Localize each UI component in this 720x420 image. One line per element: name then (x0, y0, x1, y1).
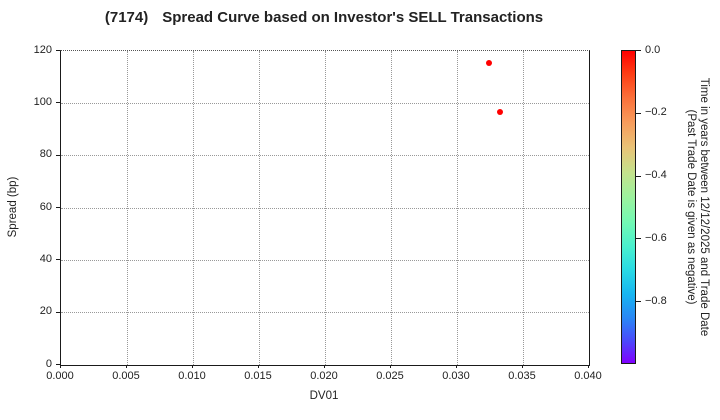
y-tick-mark (56, 207, 60, 208)
chart-title-text: Spread Curve based on Investor's SELL Tr… (162, 9, 544, 26)
x-tick-label: 0.035 (508, 370, 536, 382)
colorbar-tick-mark (636, 175, 641, 177)
colorbar-gradient (621, 50, 636, 364)
y-tick-label: 40 (39, 252, 52, 265)
y-tick-label: 0 (45, 357, 52, 370)
y-tick-mark (56, 364, 60, 365)
x-axis-label: DV01 (309, 390, 339, 402)
colorbar-tick-label: −0.2 (645, 106, 667, 119)
x-tick-label: 0.030 (442, 370, 470, 382)
y-tick-mark (56, 102, 60, 104)
y-tick-mark (56, 259, 60, 261)
x-tick-mark (192, 365, 193, 368)
x-tick-mark (258, 365, 259, 368)
x-tick-label: 0.010 (178, 370, 206, 382)
colorbar-tick-label: −0.6 (645, 231, 667, 244)
x-tick-mark (588, 365, 589, 368)
y-tick-label: 100 (33, 95, 52, 108)
y-tick-label: 120 (33, 43, 52, 56)
x-tick-mark (126, 365, 127, 368)
scatter-point (486, 59, 492, 66)
x-tick-label: 0.025 (376, 370, 404, 382)
ticker-code: (7174) (104, 9, 149, 26)
y-tick-mark (56, 154, 60, 156)
colorbar-tick-mark (636, 50, 641, 51)
colorbar-label-line-2: (Past Trade Date is given as negative) (685, 109, 697, 305)
colorbar-tick-label: −0.8 (645, 294, 667, 307)
chart-title: (7174) Spread Curve based on Investor's S… (60, 9, 588, 26)
scatter-point (496, 108, 503, 115)
y-gridline (61, 312, 589, 314)
y-gridline (61, 155, 589, 157)
y-gridline (61, 259, 589, 261)
x-tick-label: 0.005 (112, 370, 140, 382)
x-tick-label: 0.020 (310, 370, 338, 382)
colorbar-label-line-1: Time in years between 12/12/2025 and Tra… (698, 77, 710, 337)
y-tick-label: 20 (39, 305, 52, 318)
y-tick-mark (56, 50, 60, 51)
x-tick-label: 0.040 (574, 370, 602, 382)
x-tick-mark (522, 365, 523, 368)
y-gridline (61, 207, 589, 209)
y-tick-label: 60 (39, 200, 52, 213)
x-tick-mark (390, 365, 391, 368)
colorbar-tick-mark (636, 112, 641, 114)
x-tick-mark (324, 365, 325, 368)
x-tick-mark (60, 365, 61, 368)
x-tick-label: 0.015 (244, 370, 272, 382)
colorbar-tick-mark (636, 238, 641, 240)
y-tick-mark (56, 311, 60, 313)
plot-area (60, 50, 590, 366)
y-gridline (61, 102, 589, 104)
colorbar-tick-label: 0.0 (645, 43, 661, 56)
x-tick-label: 0.000 (46, 370, 74, 382)
y-tick-label: 80 (39, 148, 52, 161)
colorbar-tick-mark (636, 301, 641, 303)
x-tick-mark (456, 365, 457, 368)
colorbar-axis-label: Time in years between 12/12/2025 and Tra… (684, 78, 710, 337)
colorbar-tick-label: −0.4 (645, 169, 667, 182)
